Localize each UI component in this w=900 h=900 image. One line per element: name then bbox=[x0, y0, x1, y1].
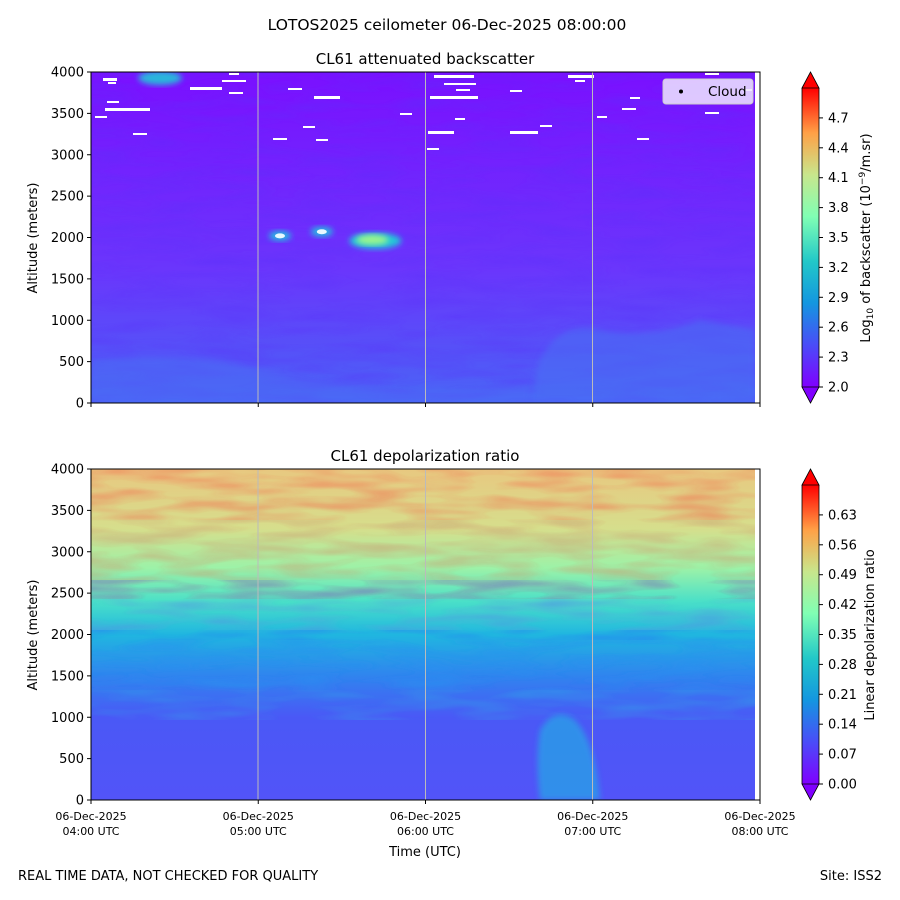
backscatter-colorbar: 2.0 2.3 2.6 2.9 3.2 3.5 3.8 4.1 4.4 4.7 Log10 of … bbox=[801, 71, 876, 404]
colorbar-tick-label: 3.5 bbox=[828, 231, 849, 246]
colorbar-tick-label: 4.1 bbox=[828, 171, 849, 186]
colorbar-tick-label: 4.7 bbox=[828, 111, 849, 126]
depolarization-colorbar: 0.00 0.07 0.14 0.21 0.28 0.35 0.42 0.49 0.56 0.63… bbox=[801, 468, 878, 801]
y-tick-label: 500 bbox=[59, 752, 84, 767]
y-tick-label: 2500 bbox=[51, 587, 84, 602]
colorbar-tick-label: 0.14 bbox=[828, 718, 857, 733]
colorbar-tick-label: 0.42 bbox=[828, 598, 857, 613]
colorbar-tick-label: 2.9 bbox=[828, 291, 849, 306]
colorbar-tick-label: 2.6 bbox=[828, 321, 849, 336]
cloud-marks bbox=[95, 73, 752, 150]
x-tick-date: 06-Dec-2025 bbox=[724, 810, 795, 823]
depolarization-heatmap bbox=[91, 469, 755, 800]
y-tick-label: 3500 bbox=[51, 107, 84, 122]
colorbar-tick-label: 0.28 bbox=[828, 658, 857, 673]
colorbar-tick-label: 0.00 bbox=[828, 778, 857, 793]
colorbar-tick-label: 2.0 bbox=[828, 381, 849, 396]
colorbar-tick-label: 0.63 bbox=[828, 508, 857, 523]
aerosol-feature-core bbox=[316, 229, 327, 235]
colorbar-tick-label: 0.56 bbox=[828, 538, 857, 553]
backscatter-panel: CL61 attenuated backscatter bbox=[26, 50, 876, 412]
depolarization-colorbar-label: Linear depolarization ratio bbox=[863, 549, 878, 720]
x-axis-label: Time (UTC) bbox=[388, 845, 461, 860]
x-tick-time: 08:00 UTC bbox=[731, 825, 788, 838]
colorbar-tick-label: 0.21 bbox=[828, 688, 857, 703]
cloud-legend-marker bbox=[679, 89, 683, 94]
site-label: Site: ISS2 bbox=[819, 869, 882, 884]
colorbar-tick-label: 0.49 bbox=[828, 568, 857, 583]
colorbar-tick-label: 0.07 bbox=[828, 748, 857, 763]
colorbar-tick-label: 3.2 bbox=[828, 261, 849, 276]
backscatter-colorbar-label: Log10 of backscatter (10−9/m.sr) bbox=[858, 133, 876, 342]
aerosol-feature-core bbox=[356, 234, 389, 245]
y-tick-label: 4000 bbox=[51, 463, 84, 478]
backscatter-title: CL61 attenuated backscatter bbox=[316, 50, 535, 68]
colorbar-tick-label: 4.4 bbox=[828, 141, 849, 156]
y-tick-label: 3500 bbox=[51, 504, 84, 519]
legend-cloud-label: Cloud bbox=[708, 84, 747, 100]
y-tick-label: 3000 bbox=[51, 545, 84, 560]
backscatter-ylabel: Altitude (meters) bbox=[26, 183, 41, 294]
backscatter-legend: Cloud bbox=[662, 78, 754, 105]
x-tick-time: 06:00 UTC bbox=[397, 825, 454, 838]
y-tick-label: 4000 bbox=[51, 66, 84, 81]
depolarization-ylabel: Altitude (meters) bbox=[26, 580, 41, 691]
figure-title: LOTOS2025 ceilometer 06-Dec-2025 08:00:0… bbox=[268, 16, 627, 34]
depolarization-x-ticks: 06-Dec-2025 04:00 UTC 06-Dec-2025 05:00 UTC… bbox=[55, 800, 796, 838]
y-tick-label: 0 bbox=[76, 794, 84, 809]
y-tick-label: 1500 bbox=[51, 272, 84, 287]
backscatter-x-ticks bbox=[90, 403, 761, 407]
x-tick-time: 05:00 UTC bbox=[230, 825, 287, 838]
y-tick-label: 2500 bbox=[51, 190, 84, 205]
x-tick-date: 06-Dec-2025 bbox=[223, 810, 294, 823]
y-tick-label: 1000 bbox=[51, 314, 84, 329]
x-tick-date: 06-Dec-2025 bbox=[390, 810, 461, 823]
x-tick-date: 06-Dec-2025 bbox=[557, 810, 628, 823]
x-tick-time: 04:00 UTC bbox=[62, 825, 119, 838]
depolarization-title: CL61 depolarization ratio bbox=[331, 447, 520, 465]
y-tick-label: 3000 bbox=[51, 148, 84, 163]
y-tick-label: 500 bbox=[59, 355, 84, 370]
y-tick-label: 2000 bbox=[51, 231, 84, 246]
y-tick-label: 2000 bbox=[51, 628, 84, 643]
colorbar-tick-label: 3.8 bbox=[828, 201, 849, 216]
y-tick-label: 1500 bbox=[51, 669, 84, 684]
colorbar-tick-label: 2.3 bbox=[828, 351, 849, 366]
y-tick-label: 1000 bbox=[51, 711, 84, 726]
x-tick-date: 06-Dec-2025 bbox=[55, 810, 126, 823]
aerosol-feature-core bbox=[274, 233, 285, 239]
colorbar-tick-label: 0.35 bbox=[828, 628, 857, 643]
y-tick-label: 0 bbox=[76, 397, 84, 412]
backscatter-heatmap bbox=[91, 72, 755, 403]
x-tick-time: 07:00 UTC bbox=[564, 825, 621, 838]
quality-disclaimer: REAL TIME DATA, NOT CHECKED FOR QUALITY bbox=[18, 869, 319, 884]
depolarization-panel: CL61 depolarization ratio 0 500 1000 1500 20… bbox=[26, 447, 878, 838]
depolarization-y-axis: 0 500 1000 1500 2000 2500 3000 3500 4000 bbox=[51, 463, 91, 809]
backscatter-y-axis: 0 500 1000 1500 2000 2500 3000 3500 4000 bbox=[51, 66, 91, 412]
